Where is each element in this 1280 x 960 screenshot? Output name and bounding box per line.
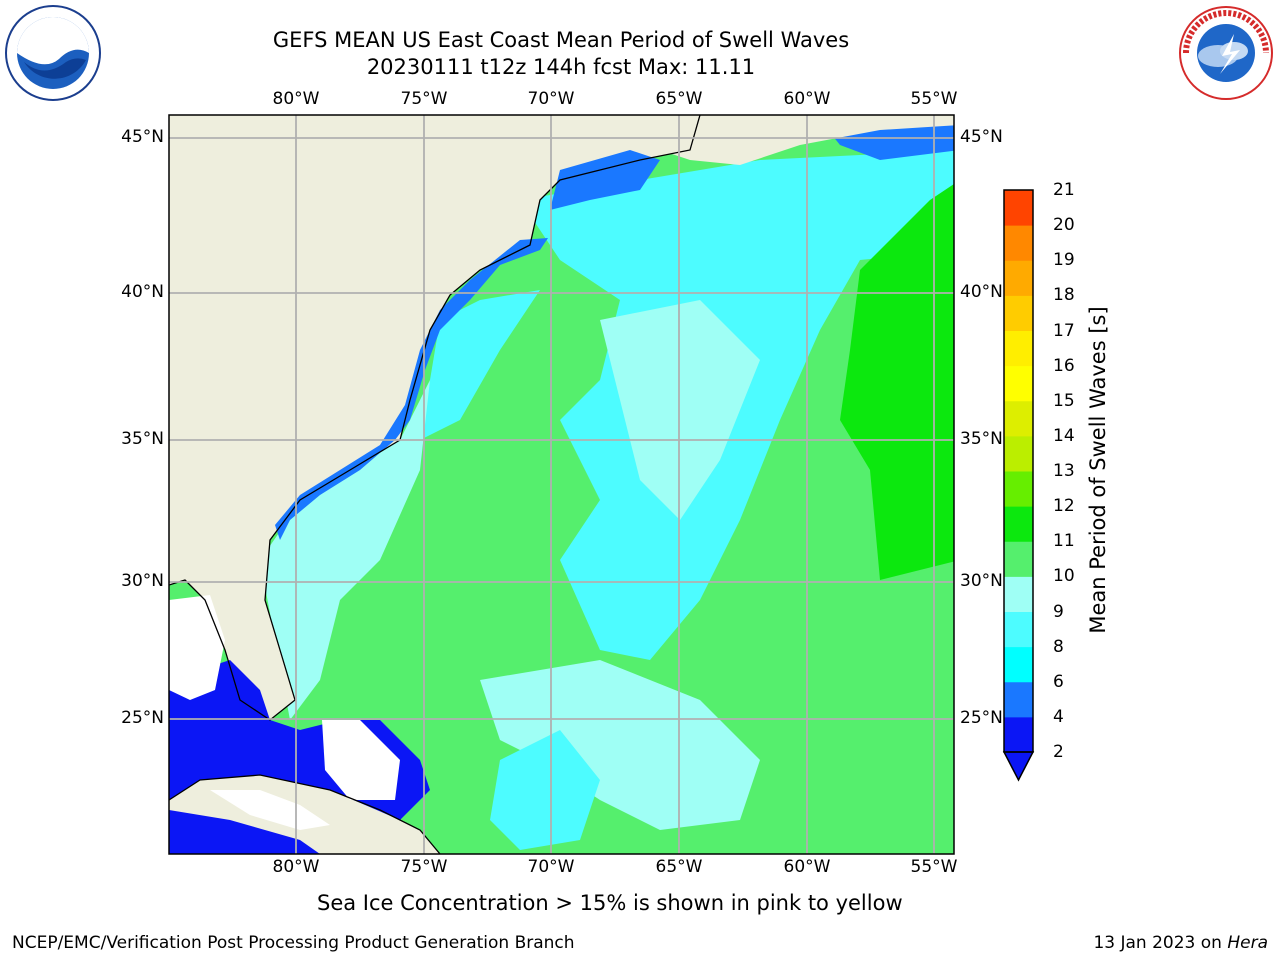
colorbar-frame — [1003, 189, 1034, 753]
colorbar-tick-label: 14 — [1053, 425, 1075, 446]
colorbar-tick-label: 8 — [1053, 636, 1064, 657]
colorbar-tick-label: 12 — [1053, 496, 1075, 517]
lon-label-top: 60°W — [783, 89, 831, 109]
lon-label-bottom: 55°W — [910, 857, 958, 877]
caribbean-deep-blue — [169, 810, 320, 854]
colorbar-band — [1004, 435, 1033, 472]
lon-label-top: 65°W — [655, 89, 703, 109]
lat-label-left: 40°N — [121, 282, 164, 302]
ocean-field-teal-south — [260, 380, 430, 720]
colorbar-band — [1004, 400, 1033, 437]
lon-label-top: 75°W — [400, 89, 448, 109]
plot-title-line1: GEFS MEAN US East Coast Mean Period of S… — [272, 28, 850, 52]
colorbar-band — [1004, 295, 1033, 331]
colorbar-tick-label: 4 — [1053, 706, 1064, 727]
ocean-field-bright-green — [840, 184, 954, 580]
lat-label-right: 35°N — [960, 429, 1003, 449]
noaa-logo: NOAA — [5, 5, 101, 101]
lon-label-bottom: 80°W — [272, 857, 320, 877]
colorbar-band — [1004, 506, 1033, 542]
colorbar-band — [1004, 716, 1033, 753]
colorbar-tick-label: 13 — [1053, 461, 1075, 481]
colorbar-tick-label: 17 — [1053, 320, 1075, 341]
colorbar-band — [1004, 611, 1033, 648]
footer-date-text: 13 Jan 2023 on — [1093, 933, 1228, 953]
lon-label-top: 80°W — [272, 89, 320, 109]
colorbar-label: Mean Period of Swell Waves [s] — [1086, 306, 1110, 634]
footer-date: 13 Jan 2023 on Hera — [1093, 933, 1268, 953]
lon-label-bottom: 60°W — [783, 857, 831, 877]
lat-label-left: 35°N — [121, 429, 164, 449]
colorbar — [1002, 189, 1035, 782]
colorbar-band — [1004, 541, 1033, 577]
ocean-field-teal-central — [600, 300, 760, 520]
lat-label-right: 25°N — [960, 708, 1003, 728]
colorbar-band — [1004, 576, 1033, 612]
colorbar-band — [1004, 330, 1033, 367]
colorbar-tick-label: 11 — [1053, 531, 1075, 552]
colorbar-tick-label: 10 — [1053, 566, 1075, 587]
lon-label-top: 70°W — [527, 89, 575, 109]
colorbar-tick-label: 6 — [1053, 671, 1064, 692]
lon-label-bottom: 70°W — [527, 857, 575, 877]
lat-label-right: 45°N — [960, 127, 1003, 147]
nws-logo — [1179, 6, 1273, 100]
plot-title-line2: 20230111 t12z 144h fcst Max: 11.11 — [366, 55, 756, 79]
colorbar-band — [1004, 225, 1033, 261]
map-gridlines — [169, 115, 954, 854]
cuba-coast-missing-data — [210, 790, 330, 830]
colorbar-band — [1004, 471, 1033, 507]
ocean-field-teal-se — [480, 660, 760, 830]
noaa-logo-text: NOAA — [32, 29, 74, 44]
colorbar-tick-label: 19 — [1053, 250, 1075, 271]
footer-branch: NCEP/EMC/Verification Post Processing Pr… — [12, 933, 575, 953]
colorbar-tick-label: 9 — [1053, 601, 1064, 622]
colorbar-band — [1004, 646, 1033, 683]
colorbar-tick-label: 18 — [1053, 285, 1075, 306]
colorbar-tick-label: 15 — [1053, 390, 1075, 411]
colorbar-band — [1004, 681, 1033, 718]
footer-machine: Hera — [1227, 933, 1268, 953]
lon-label-bottom: 65°W — [655, 857, 703, 877]
cuba-coastline — [169, 774, 441, 854]
bahamas-missing-data — [322, 720, 400, 800]
lon-label-top: 55°W — [910, 89, 958, 109]
colorbar-band — [1004, 260, 1033, 296]
colorbar-band — [1004, 365, 1033, 402]
lat-label-left: 45°N — [121, 127, 164, 147]
gulf-missing-data — [169, 595, 225, 700]
coastal-blue-band — [275, 238, 548, 540]
colorbar-tick-label: 16 — [1053, 355, 1075, 376]
lat-label-right: 30°N — [960, 571, 1003, 591]
coastline — [169, 115, 701, 721]
colorbar-tick-label: 20 — [1053, 215, 1075, 236]
colorbar-tick-label: 2 — [1053, 742, 1064, 762]
ocean-field-cyan-shelf — [420, 290, 540, 440]
map-frame — [168, 114, 955, 855]
colorbar-tick-label: 21 — [1053, 180, 1075, 200]
sea-ice-caption: Sea Ice Concentration > 15% is shown in … — [317, 891, 903, 915]
colorbar-band — [1004, 190, 1033, 226]
lat-label-right: 40°N — [960, 282, 1003, 302]
lat-label-left: 25°N — [121, 708, 164, 728]
gulf-of-maine-blue — [550, 150, 660, 210]
ocean-field-cyan-se — [490, 730, 600, 850]
lon-label-bottom: 75°W — [400, 857, 448, 877]
colorbar-extend-arrow — [1002, 751, 1035, 782]
lat-label-left: 30°N — [121, 571, 164, 591]
land-us-east-coast — [169, 115, 700, 720]
